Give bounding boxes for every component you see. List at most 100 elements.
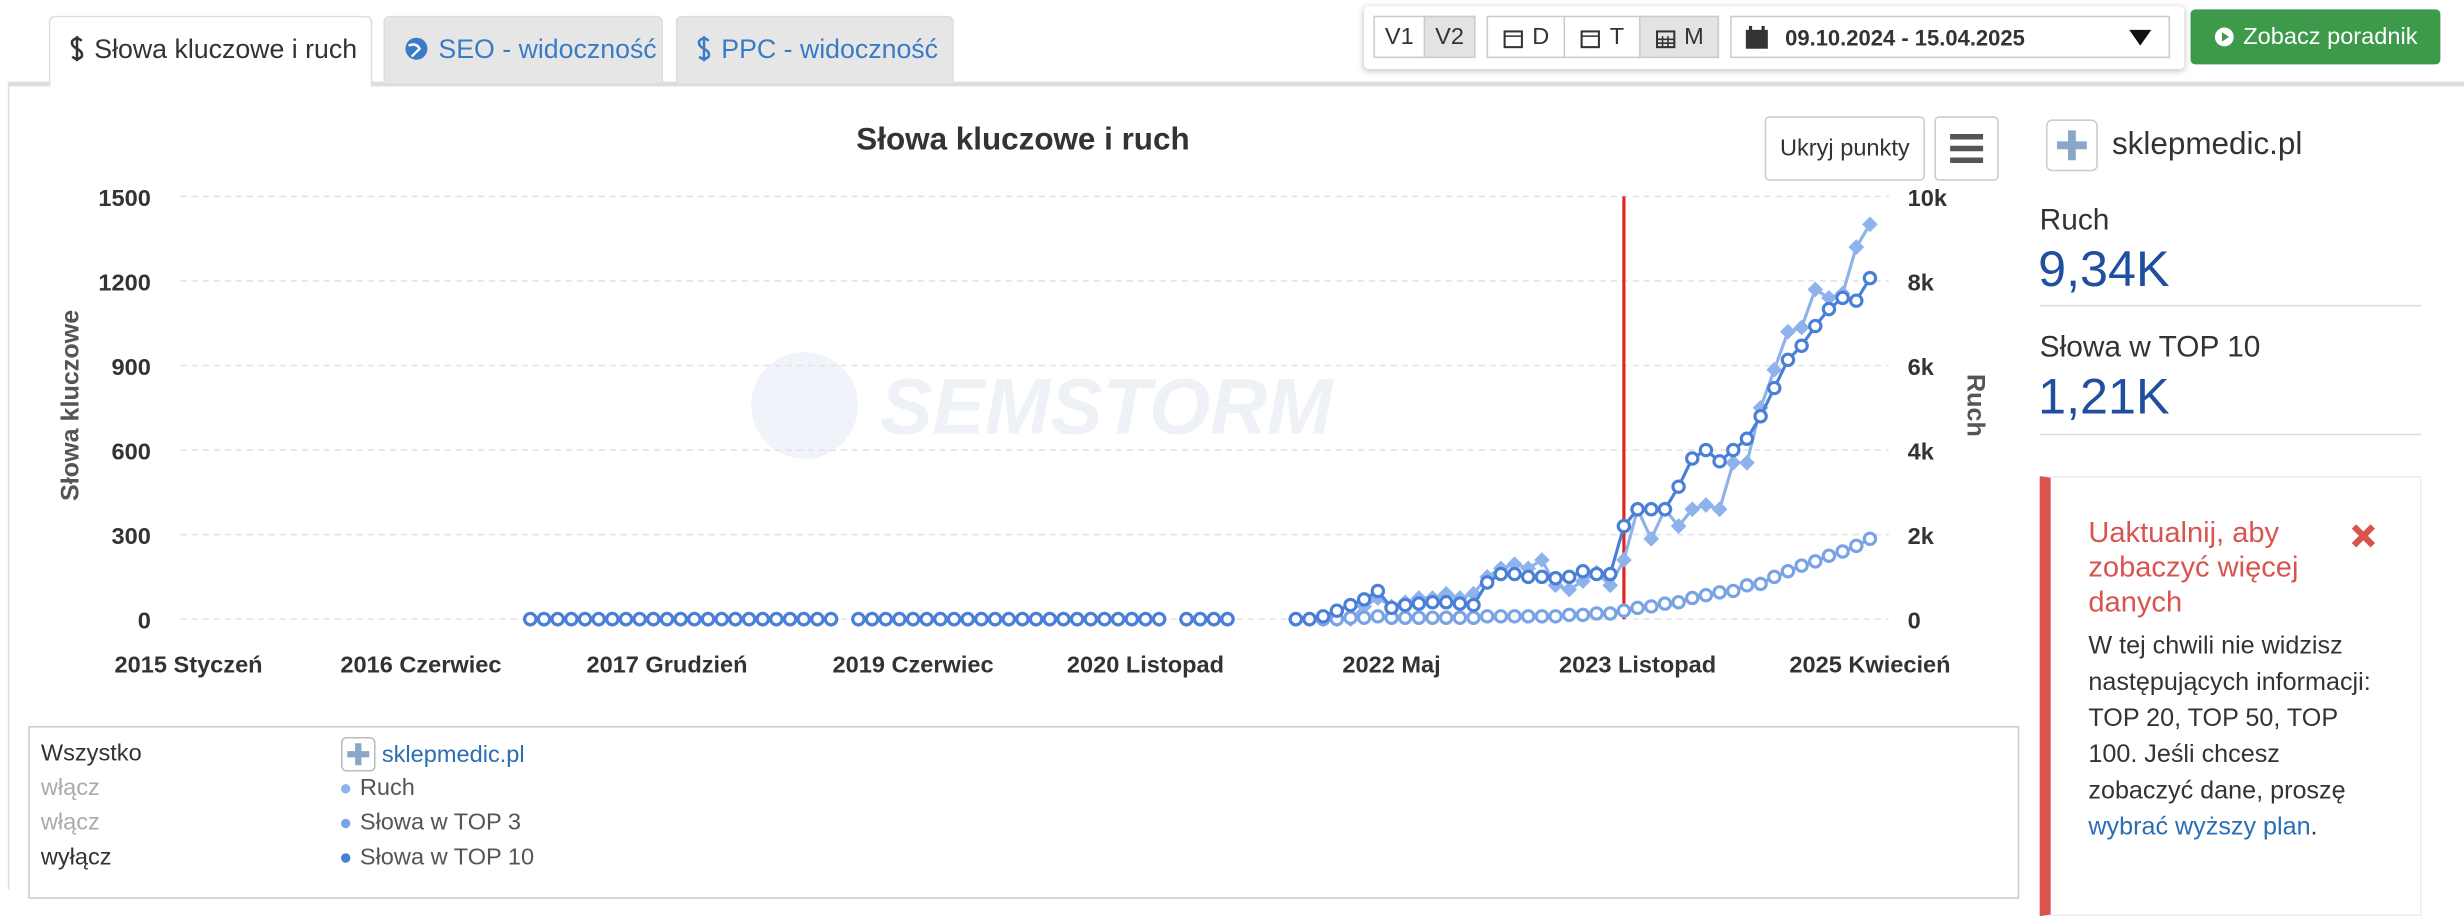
globe-icon	[405, 37, 428, 60]
date-range[interactable]: 09.10.2024 - 15.04.2025	[1730, 15, 2171, 59]
point-marker	[646, 611, 661, 627]
button-label: D	[1532, 23, 1550, 51]
y-tick-label: 600	[112, 438, 151, 464]
legend-label: Słowa w TOP 3	[359, 809, 522, 836]
tab[interactable]: SEO - widoczność	[383, 15, 664, 84]
point-marker	[1793, 319, 1810, 336]
legend-item[interactable]: Słowa w TOP 10	[340, 843, 535, 871]
legend-toggle[interactable]: włącz	[40, 774, 100, 802]
legend-toggle[interactable]: włącz	[40, 809, 100, 836]
x-tick-label: 2022 Maj	[1342, 652, 1440, 678]
point-marker	[1821, 548, 1837, 563]
point-marker	[1753, 576, 1768, 592]
y-tick-label: 900	[112, 354, 151, 380]
point-marker	[1766, 361, 1783, 378]
version-button[interactable]: V1	[1373, 15, 1426, 59]
point-marker	[1657, 596, 1673, 611]
stat-value: 1,21K	[2038, 367, 2170, 425]
legend-table: Wszystko sklepmedic.pl włącz Ruch włącz Sło…	[28, 725, 2020, 899]
point-marker	[1015, 611, 1030, 627]
guide-button[interactable]: Zobacz poradnik	[2190, 9, 2441, 65]
point-marker	[1288, 611, 1304, 627]
point-marker	[605, 611, 620, 627]
point-marker	[1561, 569, 1577, 585]
alert: Uaktualnij, aby zobaczyć więcej danych W…	[2039, 476, 2422, 916]
point-marker	[700, 611, 716, 627]
point-marker	[1534, 609, 1550, 624]
x-tick-label: 2020 Listopad	[1067, 652, 1224, 678]
point-marker	[1110, 611, 1126, 627]
domain-logo-icon	[2056, 130, 2087, 161]
dollar-icon	[70, 36, 84, 62]
point-marker	[1685, 451, 1700, 466]
y-tick-label: 0	[138, 608, 151, 634]
point-marker	[673, 611, 688, 627]
stat-label: Słowa w TOP 10	[2039, 331, 2261, 365]
point-marker	[1411, 596, 1427, 611]
point-marker	[1138, 611, 1153, 627]
point-marker	[1780, 563, 1796, 579]
legend-toggle[interactable]: wyłącz	[40, 843, 112, 871]
y-axis-label: Słowa kluczowe	[57, 310, 85, 501]
point-marker	[1630, 600, 1645, 616]
x-tick-label: 2016 Czerwiec	[340, 652, 501, 678]
domain-link[interactable]: sklepmedic.pl	[340, 736, 525, 772]
point-marker	[1575, 607, 1591, 623]
point-marker	[1726, 583, 1741, 599]
y-tick-label: 1500	[98, 185, 150, 211]
legend-label: Słowa w TOP 10	[359, 843, 535, 871]
dropdown-arrow	[2129, 29, 2152, 45]
point-marker	[1151, 611, 1167, 627]
point-marker	[1575, 563, 1591, 579]
tab[interactable]: Słowa kluczowe i ruch	[48, 15, 373, 87]
point-marker	[591, 611, 606, 627]
menu-button[interactable]	[1934, 116, 1999, 181]
legend-item[interactable]: Ruch	[340, 775, 415, 801]
point-marker	[1644, 599, 1659, 614]
hide-points-button[interactable]: Ukryj punkty	[1764, 116, 1925, 181]
point-marker	[1548, 609, 1563, 624]
point-marker	[1848, 239, 1865, 256]
point-marker	[1479, 609, 1495, 624]
tab[interactable]: PPC - widoczność	[675, 15, 954, 84]
point-marker	[1643, 530, 1660, 547]
play-icon	[2214, 27, 2234, 47]
divider	[2039, 304, 2422, 307]
close-icon[interactable]	[2349, 522, 2377, 550]
point-marker	[1698, 587, 1714, 603]
point-marker	[1479, 575, 1495, 590]
point-marker	[1711, 501, 1728, 518]
menu-icon	[1950, 133, 1984, 164]
point-marker	[1220, 611, 1235, 627]
period-button[interactable]: T	[1563, 15, 1641, 59]
point-marker	[1685, 590, 1700, 606]
legend-item[interactable]: Słowa w TOP 3	[340, 809, 522, 836]
button-label: T	[1609, 23, 1625, 51]
point-marker	[714, 611, 729, 627]
point-marker	[1712, 585, 1727, 600]
all-label: Wszystko	[40, 740, 142, 767]
point-marker	[1726, 442, 1741, 458]
point-marker	[577, 611, 593, 627]
point-marker	[960, 611, 975, 627]
point-marker	[1644, 501, 1659, 517]
y2-tick-label: 10k	[1908, 185, 1948, 211]
dollar-icon	[697, 36, 711, 62]
button-label: Ukryj punkty	[1779, 135, 1910, 162]
point-marker	[1356, 592, 1372, 607]
point-marker	[618, 611, 634, 627]
point-marker	[1616, 518, 1632, 534]
point-marker	[1684, 501, 1701, 518]
version-button[interactable]: V2	[1423, 15, 1476, 59]
point-marker	[1028, 611, 1044, 627]
point-marker	[1466, 610, 1481, 625]
point-marker	[1179, 611, 1194, 627]
point-marker	[1835, 544, 1850, 559]
point-marker	[933, 611, 948, 627]
point-marker	[1780, 352, 1796, 368]
point-marker	[659, 611, 675, 627]
period-button[interactable]: M	[1638, 15, 1720, 59]
alert-link[interactable]: wybrać wyższy plan	[2088, 813, 2311, 841]
point-marker	[1849, 293, 1864, 308]
domain-logo	[2045, 119, 2098, 172]
